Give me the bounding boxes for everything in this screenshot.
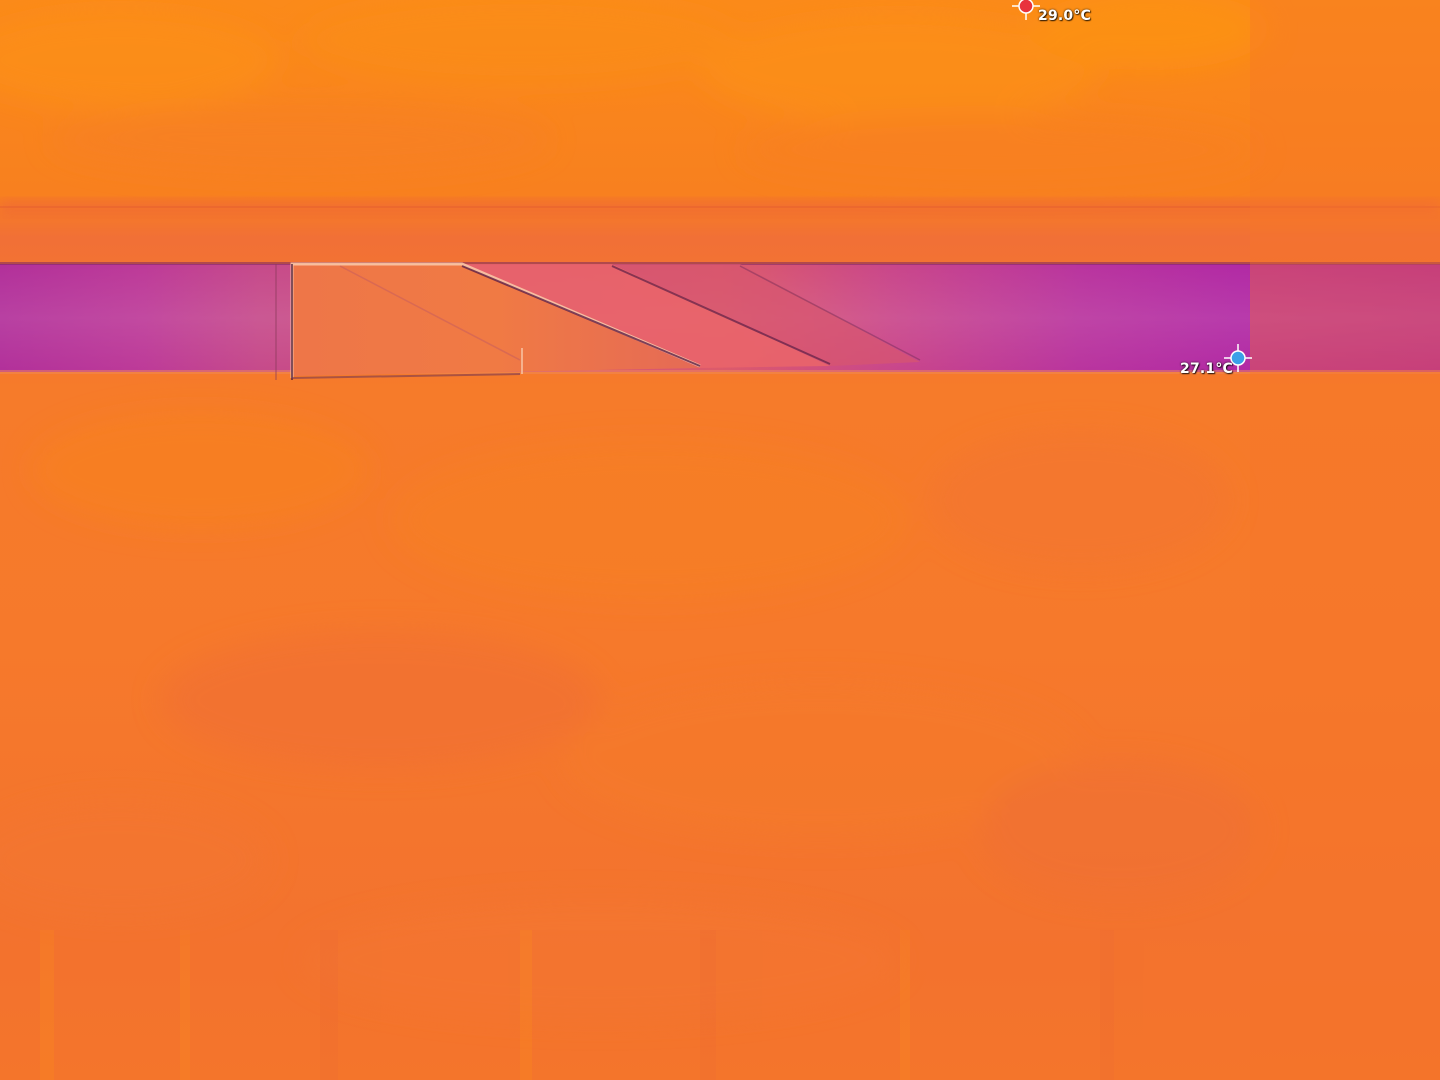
warm-panel	[275, 262, 921, 380]
crosshair-icon	[1012, 0, 1040, 20]
cold-spot-temperature: 27.1°C	[1180, 361, 1234, 377]
crosshair-icon	[1224, 344, 1252, 372]
hot-spot-temperature: 29.0°C	[1038, 8, 1092, 24]
